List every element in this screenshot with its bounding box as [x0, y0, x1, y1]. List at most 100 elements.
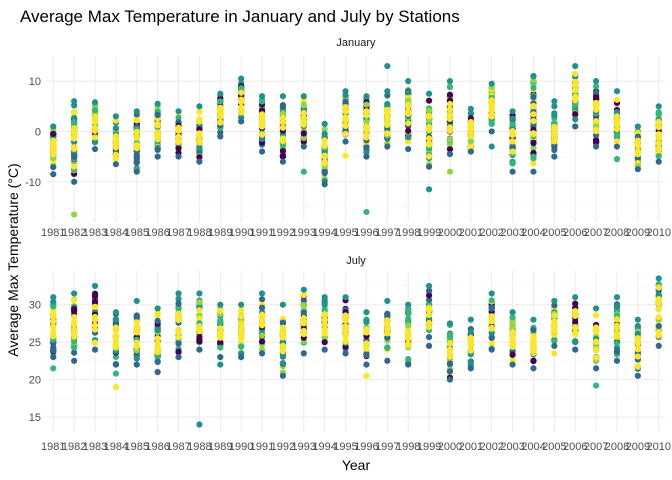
- data-point: [71, 349, 78, 356]
- data-point: [321, 126, 328, 133]
- data-point: [655, 329, 662, 336]
- data-point: [405, 127, 412, 135]
- data-point: [321, 321, 328, 328]
- data-point: [467, 148, 474, 155]
- data-point: [196, 144, 203, 151]
- data-point: [509, 168, 516, 175]
- data-point: [384, 344, 391, 351]
- x-tick-label: 2009: [626, 441, 650, 453]
- data-point: [154, 122, 161, 129]
- data-point: [258, 290, 266, 297]
- data-point: [405, 310, 412, 317]
- outlier-point: [446, 168, 454, 175]
- x-tick-label: 1994: [312, 227, 336, 239]
- data-point: [154, 111, 161, 119]
- data-point: [112, 161, 119, 168]
- data-point: [551, 138, 558, 145]
- data-point: [91, 127, 99, 135]
- data-point: [321, 120, 328, 128]
- data-point: [91, 282, 99, 290]
- data-point: [446, 150, 454, 158]
- data-point: [446, 320, 454, 327]
- data-point: [321, 142, 328, 149]
- data-point: [446, 376, 454, 383]
- data-point: [551, 153, 558, 160]
- data-point: [530, 131, 537, 138]
- data-point: [112, 117, 119, 124]
- data-point: [655, 119, 662, 127]
- data-point: [363, 153, 370, 160]
- data-point: [572, 294, 579, 301]
- data-point: [112, 353, 119, 361]
- data-point: [530, 326, 537, 334]
- data-point: [175, 334, 182, 341]
- data-point: [467, 138, 474, 145]
- data-point: [467, 126, 474, 133]
- data-point: [175, 124, 182, 131]
- data-point: [342, 312, 349, 319]
- data-point: [467, 110, 474, 117]
- data-point: [279, 372, 287, 379]
- data-point: [342, 138, 349, 145]
- data-point: [217, 325, 224, 332]
- data-point: [405, 138, 412, 145]
- data-point: [154, 100, 161, 107]
- data-point: [321, 294, 328, 301]
- data-point: [655, 305, 662, 312]
- data-point: [91, 145, 99, 153]
- data-point: [405, 322, 412, 329]
- data-point: [488, 340, 495, 347]
- data-point: [613, 357, 621, 364]
- data-point: [238, 354, 245, 361]
- x-tick-label: 1985: [125, 441, 149, 453]
- data-point: [300, 297, 307, 304]
- data-point: [154, 305, 161, 312]
- data-point: [593, 88, 600, 95]
- data-point: [425, 126, 433, 133]
- data-point: [342, 104, 349, 111]
- data-point: [133, 326, 140, 333]
- data-point: [467, 105, 474, 112]
- x-tick-label: 2006: [563, 227, 587, 239]
- x-tick-label: 2001: [459, 227, 483, 239]
- data-point: [342, 323, 349, 330]
- data-point: [509, 148, 516, 155]
- data-point: [154, 358, 161, 366]
- data-point: [593, 95, 600, 102]
- data-point: [530, 160, 537, 167]
- x-tick-label: 1998: [396, 227, 420, 239]
- data-point: [593, 312, 600, 319]
- data-point: [488, 104, 495, 112]
- data-point: [488, 120, 495, 127]
- x-tick-label: 2009: [626, 227, 650, 239]
- data-point: [405, 78, 412, 85]
- data-point: [71, 344, 78, 351]
- data-point: [593, 143, 600, 150]
- x-tick-label: 2000: [438, 227, 462, 239]
- data-point: [71, 327, 78, 334]
- data-point: [71, 163, 78, 170]
- data-point: [551, 126, 558, 133]
- data-point: [300, 121, 307, 128]
- data-point: [175, 349, 182, 356]
- data-point: [425, 323, 433, 331]
- x-tick-label: 1999: [417, 441, 441, 453]
- data-point: [112, 339, 119, 346]
- data-point: [217, 90, 224, 97]
- data-point: [593, 354, 600, 361]
- data-point: [258, 118, 266, 125]
- data-point: [613, 113, 621, 120]
- data-point: [238, 343, 245, 350]
- data-point: [425, 311, 433, 319]
- data-point: [363, 361, 370, 368]
- data-point: [634, 363, 641, 370]
- data-point: [154, 146, 161, 154]
- data-point: [71, 357, 78, 364]
- data-point: [279, 324, 287, 331]
- outlier-point: [300, 168, 307, 175]
- data-point: [196, 103, 203, 110]
- data-point: [175, 136, 182, 143]
- data-point: [530, 365, 537, 372]
- x-tick-label: 2000: [438, 441, 462, 453]
- data-point: [551, 324, 558, 331]
